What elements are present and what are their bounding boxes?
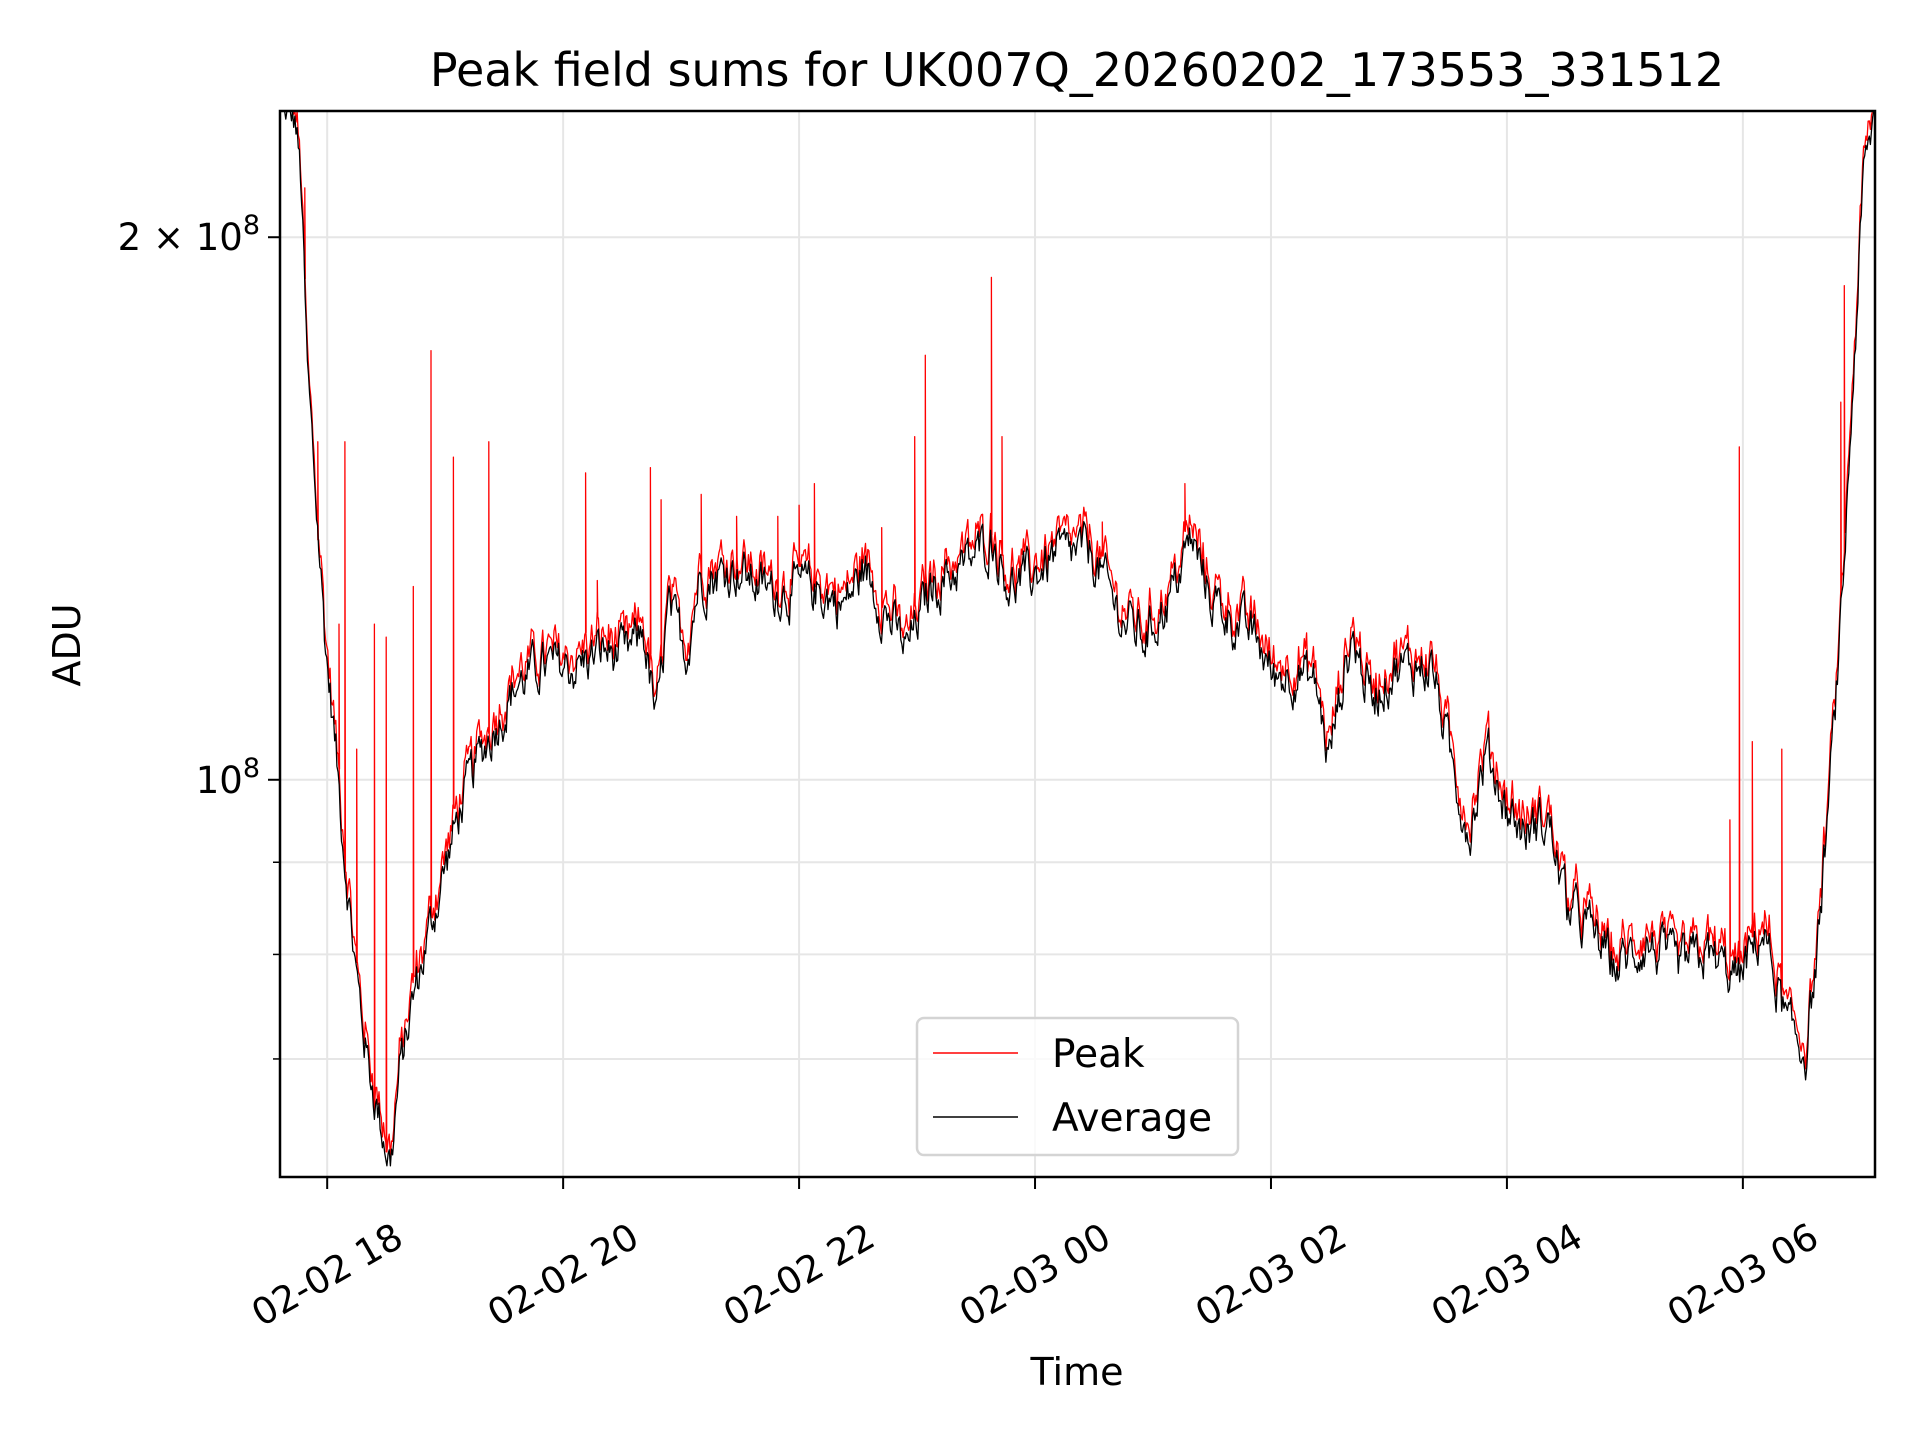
y-tick-mantissa: 2 × (118, 216, 196, 259)
y-tick-exponent: 8 (243, 210, 260, 241)
grid (280, 111, 1875, 1177)
y-tick-label: 108 (196, 753, 260, 802)
legend-peak-label: Peak (1052, 1032, 1145, 1077)
y-tick-base: 10 (196, 759, 243, 802)
y-tick-base: 10 (196, 216, 243, 259)
axes-frame (278, 109, 1877, 1179)
average-series-line (282, 110, 1875, 1167)
legend: Peak Average (915, 1016, 1240, 1157)
y-axis-label: ADU (45, 603, 89, 686)
peak-series-line (282, 110, 1874, 1158)
y-tick-label: 2 × 108 (118, 210, 260, 259)
x-axis-label: Time (1030, 1350, 1124, 1394)
legend-average-label: Average (1052, 1096, 1212, 1141)
chart-title: Peak field sums for UK007Q_20260202_1735… (430, 43, 1724, 97)
y-tick-exponent: 8 (243, 753, 260, 784)
plot-area (282, 110, 1875, 1167)
